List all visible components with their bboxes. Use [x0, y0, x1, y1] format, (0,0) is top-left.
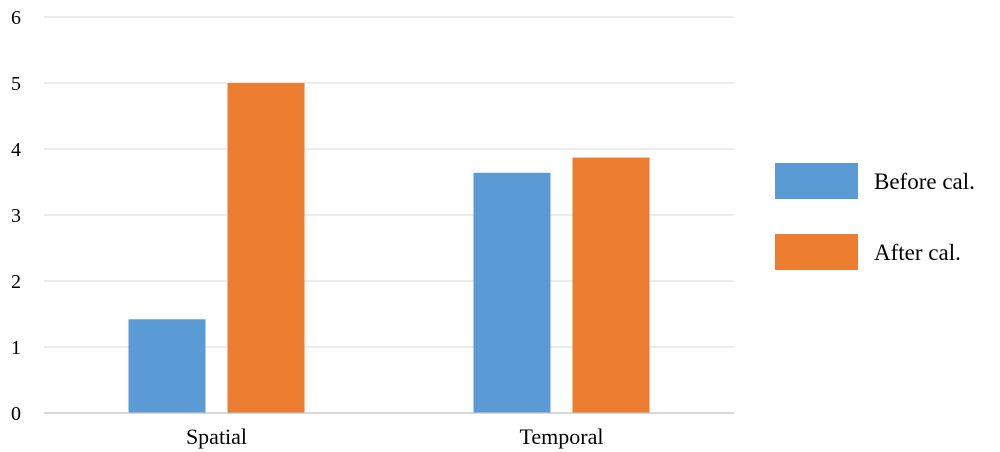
y-tick-label: 6 [11, 7, 21, 29]
bar-after-cal-spatial [227, 83, 305, 413]
y-tick-label: 1 [11, 337, 21, 359]
y-tick-label: 2 [11, 271, 21, 293]
y-tick-label: 4 [11, 139, 21, 161]
y-tick-label: 3 [11, 205, 21, 227]
category-label: Spatial [186, 424, 247, 449]
legend-swatch [775, 234, 858, 270]
legend-swatch [775, 163, 858, 199]
bar-after-cal-temporal [572, 157, 650, 413]
bar-series [128, 83, 650, 413]
bar-before-cal-spatial [128, 319, 206, 413]
category-label: Temporal [520, 424, 604, 449]
legend: Before cal. After cal. [775, 163, 975, 270]
bar-before-cal-temporal [473, 172, 551, 413]
y-tick-label: 5 [11, 73, 21, 95]
x-axis-category-labels: Spatial Temporal [186, 424, 604, 449]
y-axis-tick-labels: 0 1 2 3 4 5 6 [11, 7, 21, 425]
legend-label: Before cal. [874, 169, 975, 194]
y-tick-label: 0 [11, 403, 21, 425]
legend-label: After cal. [874, 240, 961, 265]
